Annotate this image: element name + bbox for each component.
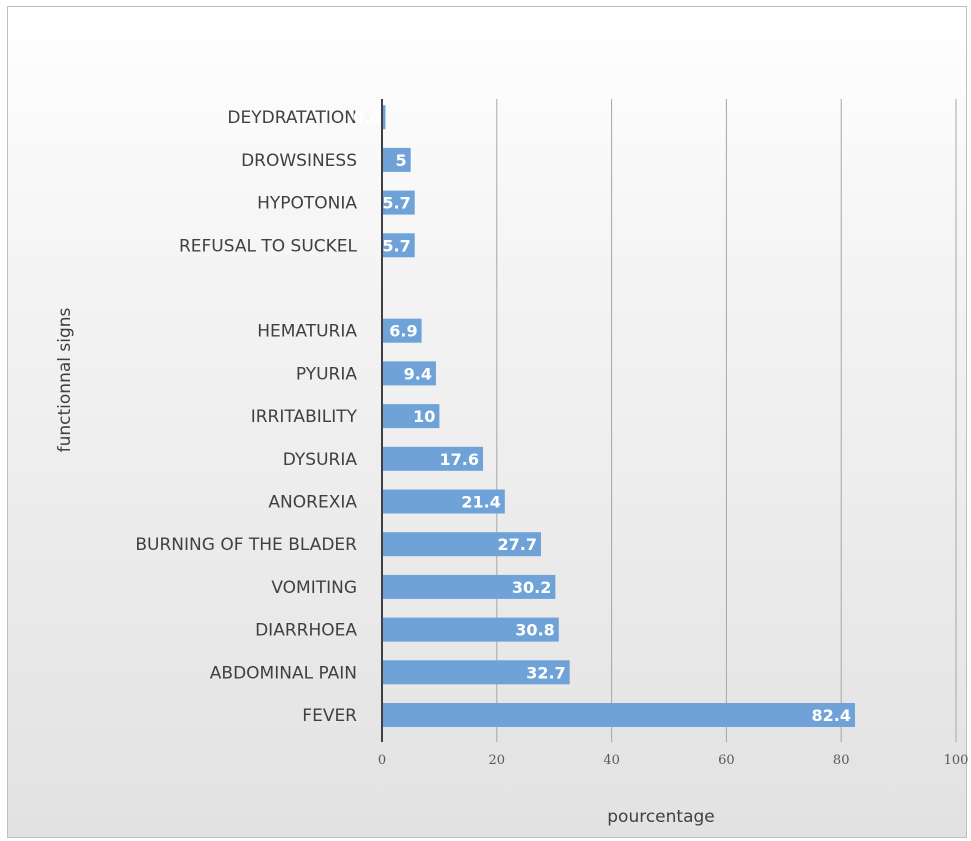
bar: [382, 489, 505, 514]
category-label: HYPOTONIA: [257, 194, 357, 214]
data-label: 5.7: [382, 236, 410, 255]
data-label: 6.9: [389, 322, 417, 341]
x-axis-title: pourcentage: [607, 807, 715, 827]
category-label: BURNING OF THE BLADER: [135, 535, 357, 555]
data-label: 30.8: [515, 621, 554, 640]
x-tick-label: 60: [718, 753, 735, 768]
bar: [382, 233, 415, 258]
category-label: DEYDRATATION: [227, 108, 357, 128]
category-label: VOMITING: [271, 578, 357, 598]
bar: [382, 532, 541, 557]
bar: [382, 361, 436, 386]
data-label: 32.7: [526, 663, 565, 682]
x-tick-label: 80: [833, 753, 850, 768]
data-label: 9.4: [404, 364, 432, 383]
category-label: ABDOMINAL PAIN: [210, 663, 357, 683]
bar: [382, 617, 559, 642]
data-label: 17.6: [440, 450, 479, 469]
data-label: 82.4: [811, 706, 850, 725]
gridlines: [496, 99, 957, 742]
bar: [382, 404, 440, 429]
category-label: PYURIA: [296, 364, 358, 384]
bar-chart: FEVER ABDOMINAL PAIN DIARRHOEA VOMITING BURN…: [55, 99, 968, 827]
bar: [382, 660, 570, 685]
bar: [382, 190, 415, 215]
bars: [382, 105, 855, 727]
x-tick-label: 0: [378, 753, 386, 768]
x-tick-label: 40: [603, 753, 620, 768]
bar: [382, 446, 484, 471]
y-axis-title: functionnal signs: [55, 307, 75, 452]
data-label: 5: [396, 151, 407, 170]
x-tick-labels: 0 20 40 60 80 100: [378, 753, 968, 768]
category-label: REFUSAL TO SUCKEL: [179, 236, 358, 256]
data-labels: 82.4 32.7 30.8 30.2 27.7 21.4 17.6 10 9.4 6.9 5.7 5…: [353, 108, 851, 725]
bar: [382, 105, 386, 130]
data-label: 30.2: [512, 578, 551, 597]
category-label: DYSURIA: [283, 450, 358, 470]
category-label: HEMATURIA: [257, 322, 357, 342]
data-label: 21.4: [461, 493, 500, 512]
bar: [382, 574, 556, 599]
x-tick-label: 20: [489, 753, 506, 768]
category-label: DIARRHOEA: [255, 621, 357, 641]
bar: [382, 703, 855, 727]
data-label: 5.7: [382, 194, 410, 213]
bar: [382, 147, 411, 172]
data-label: 27.7: [498, 535, 537, 554]
category-labels: FEVER ABDOMINAL PAIN DIARRHOEA VOMITING BURN…: [135, 108, 357, 726]
data-label: 10: [413, 407, 435, 426]
category-label: FEVER: [302, 706, 357, 726]
bar: [382, 318, 422, 343]
category-label: DROWSINESS: [241, 151, 357, 171]
chart-area: FEVER ABDOMINAL PAIN DIARRHOEA VOMITING BURN…: [7, 6, 968, 838]
category-label: ANOREXIA: [268, 493, 357, 513]
x-tick-label: 100: [944, 753, 968, 768]
data-label: 0.6: [353, 108, 381, 127]
category-label: IRRITABILITY: [251, 407, 358, 427]
